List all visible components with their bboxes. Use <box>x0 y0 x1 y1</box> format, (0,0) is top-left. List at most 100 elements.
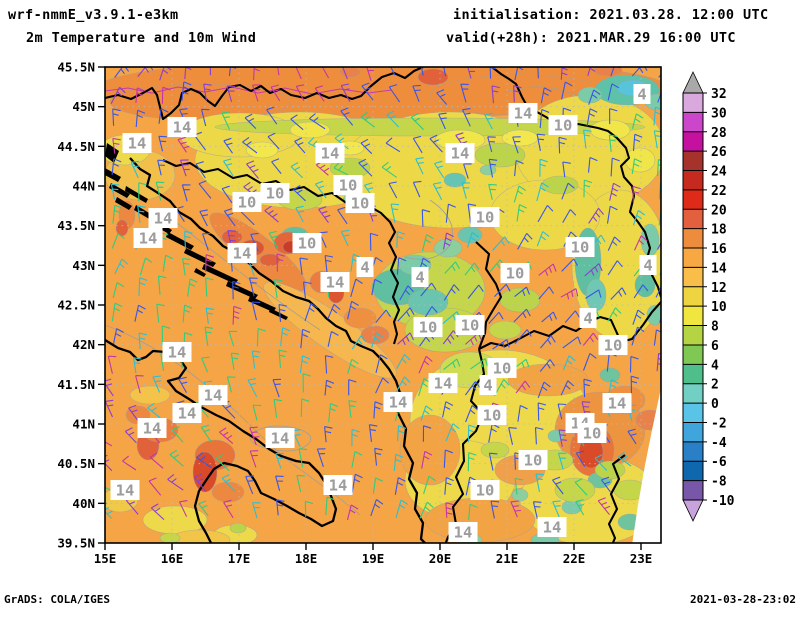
contour-label-box <box>479 375 497 395</box>
colorbar-tick-label: 26 <box>711 145 727 160</box>
contour-label: 10 <box>548 115 578 135</box>
wind-barb <box>444 261 460 274</box>
wind-barb <box>583 378 592 398</box>
wind-barb <box>397 425 407 442</box>
creation-timestamp: 2021-03-28-23:02 <box>690 593 796 606</box>
wind-barb <box>184 230 193 250</box>
colorbar-tick-label: 10 <box>711 300 727 315</box>
wind-barb <box>421 450 433 469</box>
wind-barb <box>276 253 285 272</box>
wind-barb <box>112 282 125 299</box>
contour-label-box <box>487 358 517 378</box>
wind-barb <box>434 160 445 178</box>
wind-barb <box>228 330 238 347</box>
wind-barb <box>350 278 363 298</box>
wind-barb <box>560 67 568 80</box>
wind-barb <box>147 402 161 419</box>
contour-label: 10 <box>470 207 500 227</box>
contour-label-box <box>565 237 595 257</box>
wind-barb <box>492 236 510 251</box>
wind-barb <box>309 113 326 130</box>
wind-barb <box>314 85 325 102</box>
contour-label-box <box>448 522 478 542</box>
colorbar-tick-label: 2 <box>711 378 719 393</box>
wind-barb <box>252 404 262 421</box>
contour-label: 14 <box>445 143 475 163</box>
lon-tick-label: 19E <box>362 551 385 566</box>
wind-barb <box>653 329 661 346</box>
contour-label-value: 10 <box>493 360 512 378</box>
contour-label: 14 <box>315 143 345 163</box>
contour-label: 10 <box>477 405 507 425</box>
wind-barb <box>491 85 500 104</box>
colorbar-tick-label: 0 <box>711 397 719 412</box>
wind-barb <box>510 500 521 518</box>
colorbar-segment <box>683 112 703 133</box>
wind-barb <box>232 280 241 300</box>
colorbar-segment <box>683 131 703 152</box>
contour-label-box <box>172 403 202 423</box>
wind-barb <box>558 429 568 447</box>
contour-label-box <box>292 233 322 253</box>
wind-barb <box>293 185 306 202</box>
temp-patch <box>192 451 218 493</box>
wind-barb <box>351 473 363 493</box>
wind-barb <box>467 284 484 299</box>
wind-barb <box>346 504 359 521</box>
contour-label-value: 14 <box>204 387 223 405</box>
colorbar-tick-label: -4 <box>711 436 727 451</box>
contour-label: 10 <box>455 315 485 335</box>
contour-label-box <box>167 117 197 137</box>
contour-label-value: 4 <box>583 310 592 328</box>
contour-label: 14 <box>122 133 152 153</box>
wind-barb <box>361 82 374 101</box>
lon-tick-label: 18E <box>295 551 318 566</box>
wind-barb <box>421 234 434 252</box>
contour-label: 14 <box>198 385 228 405</box>
wind-barb <box>347 300 359 320</box>
wind-barb <box>487 136 496 153</box>
colorbar-segment <box>683 286 703 307</box>
wind-barb <box>342 67 348 80</box>
wind-barb <box>275 475 284 491</box>
wind-barb <box>223 499 234 519</box>
wind-barb <box>467 424 477 443</box>
wind-barb <box>438 112 447 130</box>
wind-barb <box>631 113 644 129</box>
wind-barb <box>610 157 620 177</box>
contour-label: 10 <box>565 237 595 257</box>
wind-barb <box>535 473 545 493</box>
contour-label: 10 <box>500 263 530 283</box>
contour-label: 10 <box>598 335 628 355</box>
wind-barb <box>137 205 146 223</box>
wind-barb <box>581 401 591 418</box>
wind-barb <box>351 451 363 468</box>
lon-tick-label: 22E <box>563 551 586 566</box>
wind-barb <box>325 496 335 516</box>
wind-barb <box>634 235 648 251</box>
colorbar-segment <box>683 151 703 172</box>
wind-barb <box>445 502 454 518</box>
temp-patch <box>488 320 522 340</box>
temp-patch <box>245 141 279 159</box>
contour-label-value: 14 <box>116 482 135 500</box>
wind-barb <box>333 161 349 176</box>
wind-barb <box>169 449 184 467</box>
contour-label-box <box>428 373 458 393</box>
temp-patch <box>507 363 589 397</box>
colorbar-segment <box>683 306 703 327</box>
wind-barb <box>328 402 339 423</box>
wind-barb <box>610 287 627 300</box>
wind-barb <box>347 358 359 374</box>
colorbar-segment <box>683 93 703 113</box>
wind-barb <box>633 284 649 299</box>
contour-label-value: 10 <box>571 239 590 257</box>
colorbar-segment <box>683 480 703 501</box>
wind-barb <box>248 277 258 297</box>
contour-label-box <box>548 115 578 135</box>
wind-barb <box>607 260 623 276</box>
contour-label: 10 <box>333 175 363 195</box>
contour-label-value: 14 <box>451 145 470 163</box>
wind-barb <box>250 232 259 252</box>
wind-barb <box>552 500 561 520</box>
